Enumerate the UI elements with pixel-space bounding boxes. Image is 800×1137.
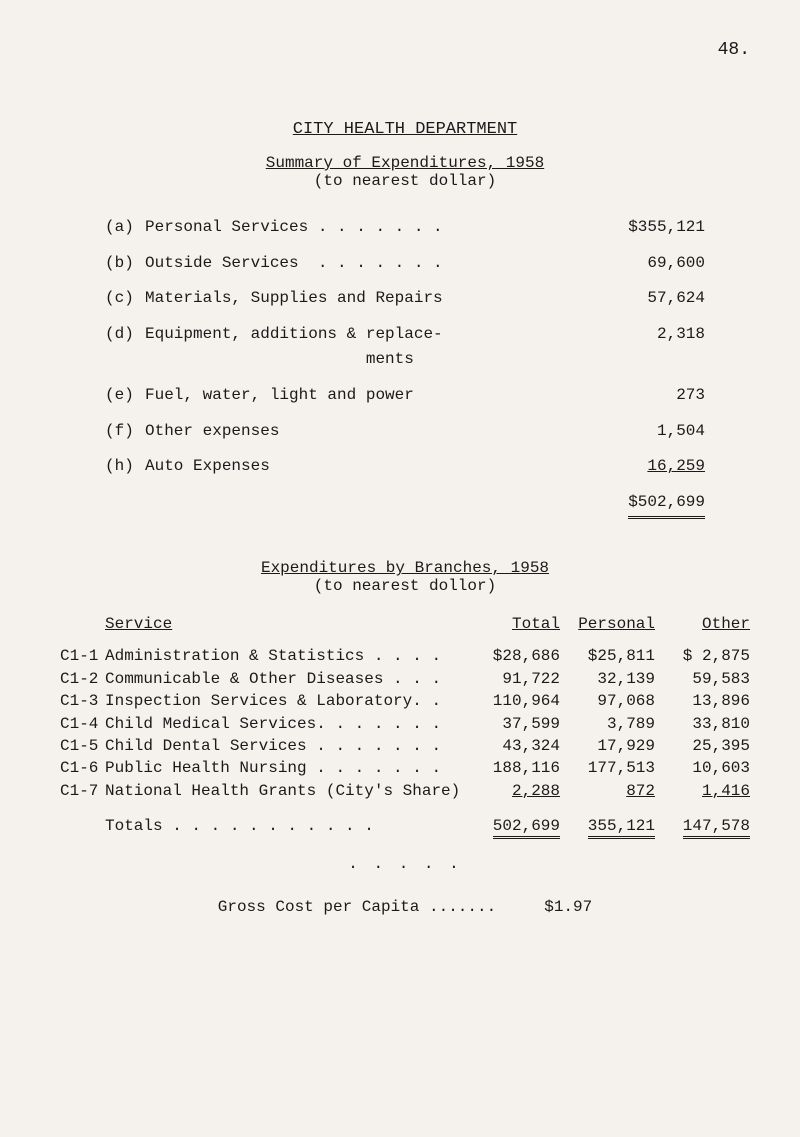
row-value: 2,318: [595, 322, 705, 373]
totals-total: 502,699: [465, 817, 560, 835]
cell-personal: $25,811: [560, 645, 655, 667]
page-number: 48.: [60, 40, 750, 60]
table-row: C1-2 Communicable & Other Diseases . . .…: [60, 668, 750, 690]
table-row: C1-1 Administration & Statistics . . . .…: [60, 645, 750, 667]
gross-cost-row: Gross Cost per Capita ....... $1.97: [60, 898, 750, 916]
cell-code: C1-4: [60, 713, 105, 735]
row-value: 57,624: [595, 286, 705, 312]
cell-total: 188,116: [465, 757, 560, 779]
row-label: (f): [105, 419, 145, 445]
subtitle-text: Summary of Expenditures, 1958: [266, 154, 544, 172]
summary-list: (a) Personal Services . . . . . . . $355…: [105, 215, 705, 519]
totals-personal: 355,121: [560, 817, 655, 835]
row-text: Outside Services . . . . . . .: [145, 251, 595, 277]
row-value: 69,600: [595, 251, 705, 277]
totals-other: 147,578: [655, 817, 750, 835]
row-value: 16,259: [595, 454, 705, 480]
row-value: 273: [595, 383, 705, 409]
summary-row: (a) Personal Services . . . . . . . $355…: [105, 215, 705, 241]
cell-personal: 3,789: [560, 713, 655, 735]
cell-service: Child Medical Services. . . . . . .: [105, 713, 465, 735]
cell-other: $ 2,875: [655, 645, 750, 667]
cell-total: $28,686: [465, 645, 560, 667]
cell-personal: 17,929: [560, 735, 655, 757]
subtitle-paren: (to nearest dollar): [314, 172, 496, 190]
cell-service: National Health Grants (City's Share): [105, 780, 465, 802]
row-text: Other expenses: [145, 419, 595, 445]
cell-code: C1-3: [60, 690, 105, 712]
summary-total-row: $502,699: [105, 490, 705, 520]
cell-code: C1-7: [60, 780, 105, 802]
header-service: Service: [105, 615, 465, 633]
header-other: Other: [655, 615, 750, 633]
row-text: Fuel, water, light and power: [145, 383, 595, 409]
branches-header: Service Total Personal Other: [60, 615, 750, 633]
cell-other: 59,583: [655, 668, 750, 690]
cell-other: 10,603: [655, 757, 750, 779]
row-label: (a): [105, 215, 145, 241]
cell-total: 43,324: [465, 735, 560, 757]
header-personal: Personal: [560, 615, 655, 633]
section2-paren: (to nearest dollor): [314, 577, 496, 595]
row-text: Equipment, additions & replace- ments: [145, 322, 595, 373]
section2-title: Expenditures by Branches, 1958 (to neare…: [60, 559, 750, 595]
row-text: Personal Services . . . . . . .: [145, 215, 595, 241]
totals-row: Totals . . . . . . . . . . . 502,699 355…: [60, 817, 750, 835]
summary-row: (c) Materials, Supplies and Repairs 57,6…: [105, 286, 705, 312]
table-row: C1-7 National Health Grants (City's Shar…: [60, 780, 750, 802]
gross-label: Gross Cost per Capita .......: [218, 898, 496, 916]
summary-row: (d) Equipment, additions & replace- ment…: [105, 322, 705, 373]
row-value: 1,504: [595, 419, 705, 445]
row-label: (h): [105, 454, 145, 480]
summary-row: (f) Other expenses 1,504: [105, 419, 705, 445]
cell-other: 25,395: [655, 735, 750, 757]
cell-code: C1-5: [60, 735, 105, 757]
separator-dots: . . . . .: [60, 855, 750, 873]
table-row: C1-6 Public Health Nursing . . . . . . .…: [60, 757, 750, 779]
summary-row: (e) Fuel, water, light and power 273: [105, 383, 705, 409]
row-label: (e): [105, 383, 145, 409]
cell-service: Public Health Nursing . . . . . . .: [105, 757, 465, 779]
summary-total: $502,699: [595, 490, 705, 520]
cell-code: C1-2: [60, 668, 105, 690]
cell-total: 110,964: [465, 690, 560, 712]
cell-service: Administration & Statistics . . . .: [105, 645, 465, 667]
row-value: $355,121: [595, 215, 705, 241]
cell-service: Communicable & Other Diseases . . .: [105, 668, 465, 690]
row-text: Auto Expenses: [145, 454, 595, 480]
cell-personal: 872: [560, 780, 655, 802]
summary-row: (b) Outside Services . . . . . . . 69,60…: [105, 251, 705, 277]
table-row: C1-5 Child Dental Services . . . . . . .…: [60, 735, 750, 757]
cell-other: 13,896: [655, 690, 750, 712]
row-text: Materials, Supplies and Repairs: [145, 286, 595, 312]
totals-label: Totals . . . . . . . . . . .: [105, 817, 465, 835]
table-row: C1-4 Child Medical Services. . . . . . .…: [60, 713, 750, 735]
cell-service: Inspection Services & Laboratory. .: [105, 690, 465, 712]
cell-total: 2,288: [465, 780, 560, 802]
cell-other: 33,810: [655, 713, 750, 735]
cell-other: 1,416: [655, 780, 750, 802]
subtitle: Summary of Expenditures, 1958 (to neares…: [60, 154, 750, 190]
row-label: (d): [105, 322, 145, 373]
table-row: C1-3 Inspection Services & Laboratory. .…: [60, 690, 750, 712]
section2-text: Expenditures by Branches, 1958: [261, 559, 549, 577]
cell-personal: 97,068: [560, 690, 655, 712]
main-title: CITY HEALTH DEPARTMENT: [60, 120, 750, 139]
cell-personal: 177,513: [560, 757, 655, 779]
summary-row: (h) Auto Expenses 16,259: [105, 454, 705, 480]
cell-total: 37,599: [465, 713, 560, 735]
row-label: (b): [105, 251, 145, 277]
row-label: (c): [105, 286, 145, 312]
header-total: Total: [465, 615, 560, 633]
cell-code: C1-6: [60, 757, 105, 779]
cell-total: 91,722: [465, 668, 560, 690]
branches-table: Service Total Personal Other C1-1 Admini…: [60, 615, 750, 835]
cell-code: C1-1: [60, 645, 105, 667]
cell-service: Child Dental Services . . . . . . .: [105, 735, 465, 757]
gross-value: $1.97: [544, 898, 592, 916]
cell-personal: 32,139: [560, 668, 655, 690]
